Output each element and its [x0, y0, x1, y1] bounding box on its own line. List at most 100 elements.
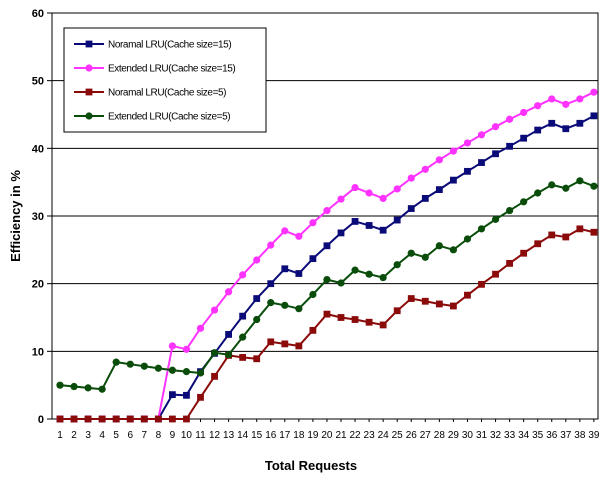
data-point — [70, 382, 78, 391]
legend-box — [63, 27, 267, 133]
data-point — [281, 265, 289, 273]
data-point — [407, 249, 415, 257]
legend-entry: Noramal LRU(Cache size=5) — [74, 88, 227, 99]
data-point — [337, 279, 345, 287]
data-point — [295, 305, 303, 313]
data-point — [365, 222, 373, 229]
x-tick-label: 31 — [476, 430, 488, 441]
data-point — [309, 219, 317, 227]
data-point — [435, 156, 443, 164]
x-tick-label: 8 — [156, 430, 162, 441]
x-tick-label: 3 — [85, 430, 91, 441]
x-tick-label: 4 — [99, 430, 105, 441]
y-axis: 0 10 20 30 40 50 60 — [32, 8, 52, 426]
data-point — [477, 131, 486, 139]
data-point — [196, 324, 205, 332]
x-tick-label: 13 — [223, 430, 235, 441]
data-point — [239, 271, 247, 279]
data-point — [267, 280, 275, 288]
data-point — [210, 306, 219, 314]
data-point — [351, 218, 359, 225]
x-tick-label: 28 — [434, 430, 446, 441]
legend-entry: Noramal LRU(Cache size=15) — [74, 40, 232, 51]
data-point — [281, 227, 289, 235]
data-point — [168, 366, 176, 374]
data-point — [295, 232, 303, 240]
data-point — [477, 225, 486, 233]
data-point — [421, 165, 429, 173]
data-point — [449, 246, 457, 254]
legend-label: Noramal LRU(Cache size=15) — [108, 40, 231, 51]
legend-entry: Extended LRU(Cache size=15) — [74, 64, 236, 75]
legend-label: Extended LRU(Cache size=15) — [108, 64, 235, 75]
data-point — [56, 381, 64, 389]
data-point — [464, 167, 471, 175]
x-tick-label: 10 — [181, 430, 193, 441]
data-point — [379, 226, 387, 234]
data-point — [548, 95, 556, 103]
data-point — [520, 198, 528, 206]
data-point — [590, 182, 598, 190]
x-tick-label: 5 — [113, 430, 119, 441]
data-point — [351, 316, 359, 323]
data-point — [463, 235, 472, 243]
data-point — [140, 415, 148, 423]
x-axis: 1 2 3 4 5 6 7 8 9 10 11 12 13 14 15 16 17 18 19 20 21 22 23 24 2… — [57, 419, 600, 441]
data-point — [211, 372, 218, 380]
data-point — [112, 415, 120, 423]
data-point — [253, 256, 261, 264]
data-point — [421, 253, 429, 261]
x-tick-label: 29 — [448, 430, 460, 441]
data-point — [281, 340, 289, 348]
x-tick-label: 11 — [195, 430, 206, 441]
series-3 — [56, 225, 598, 423]
x-tick-label: 27 — [420, 430, 432, 441]
data-point — [506, 259, 513, 267]
data-point — [576, 95, 584, 103]
data-point — [154, 364, 162, 372]
data-point — [379, 273, 387, 282]
data-point — [337, 195, 345, 203]
data-point — [393, 261, 401, 269]
data-point — [154, 415, 162, 423]
y-tick-label: 0 — [38, 414, 44, 426]
data-point — [169, 415, 176, 423]
data-point — [478, 280, 485, 288]
data-point — [365, 270, 373, 278]
data-point — [365, 318, 373, 326]
x-tick-label: 24 — [378, 430, 390, 441]
legend-entry: Extended LRU(Cache size=5) — [74, 112, 231, 123]
x-tick-label: 12 — [209, 430, 221, 441]
data-point — [126, 415, 134, 423]
x-tick-label: 17 — [279, 430, 291, 441]
data-point — [562, 233, 570, 241]
x-tick-label: 21 — [335, 430, 347, 441]
x-tick-label: 20 — [321, 430, 333, 441]
data-point — [478, 159, 485, 166]
data-point — [590, 112, 598, 120]
data-point — [421, 195, 429, 202]
data-point — [576, 177, 584, 185]
data-point — [56, 415, 64, 423]
data-point — [562, 125, 570, 133]
x-tick-label: 23 — [364, 430, 376, 441]
data-point — [393, 307, 401, 315]
data-point — [435, 186, 443, 194]
data-point — [562, 100, 570, 108]
x-tick-label: 26 — [406, 430, 418, 441]
data-point — [309, 255, 317, 263]
data-point — [435, 300, 443, 308]
data-point — [323, 310, 331, 318]
data-point — [323, 206, 331, 215]
x-tick-label: 14 — [237, 430, 249, 441]
gridlines — [52, 80, 598, 352]
x-tick-label: 37 — [560, 430, 572, 441]
data-point — [450, 176, 457, 184]
data-point — [323, 276, 331, 284]
x-tick-label: 36 — [546, 430, 558, 441]
data-point — [492, 150, 499, 158]
data-point — [407, 295, 415, 302]
data-point — [98, 415, 106, 423]
data-point — [548, 231, 556, 239]
data-point — [126, 360, 134, 368]
